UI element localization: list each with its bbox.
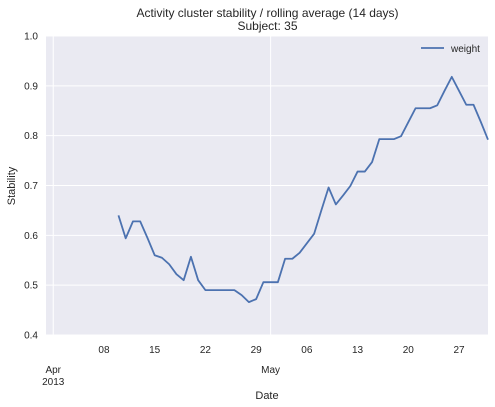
x-minor-tick-label: 20	[403, 345, 415, 356]
x-minor-tick-label: 22	[200, 345, 212, 356]
x-minor-tick-label: 15	[149, 345, 161, 356]
y-tick-labels: 0.4 0.5 0.6 0.7 0.8 0.9 1.0	[24, 32, 38, 342]
x-major-tick-sublabel: 2013	[42, 377, 65, 388]
x-axis-label: Date	[255, 390, 278, 402]
x-minor-tick-label: 29	[251, 345, 263, 356]
legend-label-weight: weight	[450, 44, 480, 55]
x-minor-tick-label: 06	[301, 345, 313, 356]
y-tick-label: 0.5	[24, 281, 38, 292]
y-tick-label: 1.0	[24, 32, 38, 43]
series-group	[117, 75, 489, 304]
chart-subtitle: Subject: 35	[237, 19, 298, 33]
series-line-weight	[117, 75, 489, 304]
y-tick-label: 0.8	[24, 131, 38, 142]
x-major-tick-label: Apr	[45, 365, 61, 376]
y-tick-label: 0.9	[24, 81, 38, 92]
x-minor-tick-label: 08	[98, 345, 110, 356]
y-tick-label: 0.7	[24, 181, 38, 192]
grid	[46, 35, 488, 336]
y-tick-label: 0.4	[24, 331, 38, 342]
x-minor-tick-label: 13	[352, 345, 364, 356]
y-tick-label: 0.6	[24, 231, 38, 242]
legend: weight	[421, 44, 480, 55]
x-major-tick-label: May	[261, 365, 280, 376]
x-minor-tick-label: 27	[453, 345, 465, 356]
y-axis-label: Stability	[6, 166, 18, 205]
chart-title: Activity cluster stability / rolling ave…	[136, 6, 399, 20]
